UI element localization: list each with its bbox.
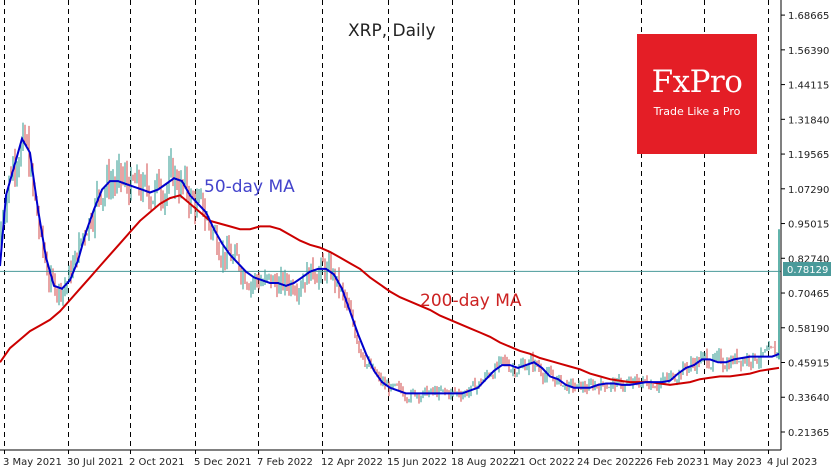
y-tick-label: 0.45915 [788, 359, 829, 370]
y-axis-ticks: 0.21365 0.33640 0.45915 0.58190 0.70465 0.827… [781, 11, 829, 439]
x-tick-label: 24 Dec 2022 [577, 457, 641, 468]
y-tick-label: 1.31840 [788, 115, 829, 126]
logo-tagline: Trade Like a Pro [653, 105, 741, 118]
x-tick-label: 30 Jul 2021 [67, 457, 124, 468]
y-tick-label: 0.95015 [788, 220, 829, 231]
y-tick-label: 0.70465 [788, 289, 829, 300]
y-tick-label: 0.58190 [788, 324, 829, 335]
ma50-line [0, 136, 780, 395]
fxpro-logo: FxPro Trade Like a Pro [637, 34, 757, 154]
x-tick-label: 15 Jun 2022 [387, 457, 447, 468]
x-axis-ticks: 3 May 2021 30 Jul 2021 2 Oct 2021 5 Dec 202… [3, 450, 817, 468]
x-tick-label: 12 Apr 2022 [321, 457, 383, 468]
y-tick-label: 1.44115 [788, 81, 829, 92]
x-tick-label: 3 May 2021 [3, 457, 62, 468]
y-tick-label: 0.33640 [788, 393, 829, 404]
y-tick-label: 0.82740 [788, 254, 829, 265]
y-tick-label: 1.56390 [788, 46, 829, 57]
ma50-annotation: 50-day MA [204, 177, 295, 197]
x-tick-label: 1 May 2023 [703, 457, 762, 468]
ma200-annotation: 200-day MA [420, 291, 522, 311]
x-tick-label: 2 Oct 2021 [129, 457, 184, 468]
x-tick-label: 21 Oct 2022 [513, 457, 575, 468]
y-tick-label: 0.21365 [788, 428, 829, 439]
logo-brand: FxPro [651, 64, 743, 100]
y-tick-label: 1.68665 [788, 11, 829, 22]
x-tick-label: 26 Feb 2023 [640, 457, 702, 468]
y-tick-label: 1.07290 [788, 185, 829, 196]
x-tick-label: 7 Feb 2022 [257, 457, 313, 468]
y-tick-label: 1.19565 [788, 150, 829, 161]
x-tick-label: 18 Aug 2022 [451, 457, 515, 468]
x-tick-label: 5 Dec 2021 [194, 457, 252, 468]
current-price-badge [783, 262, 831, 276]
current-price-label: 0.78129 [787, 265, 828, 276]
chart-title: XRP, Daily [348, 21, 436, 41]
x-tick-label: 4 Jul 2023 [767, 457, 817, 468]
